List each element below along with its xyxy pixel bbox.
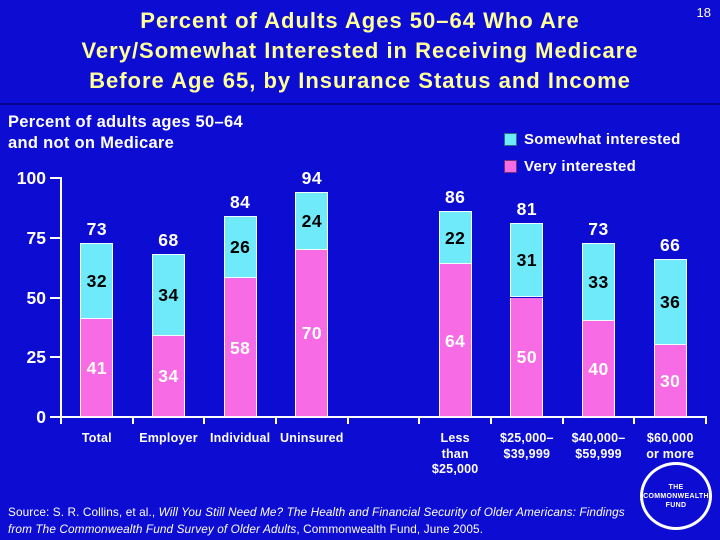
bar-segment-very [223,278,257,417]
x-axis-category-label: $40,000– $59,999 [571,431,626,461]
x-axis-tick [561,417,564,424]
page-title: Percent of Adults Ages 50–64 Who Are Ver… [81,8,639,93]
bar-somewhat-label: 26 [229,237,251,258]
bar-very-label: 41 [86,358,108,378]
x-axis-line [51,416,707,418]
x-axis-category-label: $25,000– $39,999 [499,431,554,461]
bar-very-label: 58 [229,337,251,358]
chart-axis-note: Percent of adults ages 50–64 and not on … [8,113,243,152]
source-text-italic: from The Commonwealth Fund Survey of Old… [8,521,297,536]
x-axis-tick [633,417,636,424]
bar-somewhat-label: 24 [301,211,323,232]
y-axis-line [60,177,62,418]
bar-segment-very [438,264,472,417]
y-axis-label: 100 [16,168,46,188]
bar-segment-somewhat [653,259,687,346]
legend-swatch-somewhat-icon [504,133,517,146]
commonwealth-fund-logo: THE COMMONWEALTH FUND [640,462,712,530]
y-axis-label: 50 [26,287,46,308]
bar-segment-very [295,249,329,417]
y-axis-tick [50,356,60,359]
y-axis-tick [50,416,60,418]
x-axis-tick [60,417,62,424]
bar-segment-somewhat [80,242,114,319]
x-axis-tick [203,417,206,424]
legend-label-somewhat: Somewhat interested [524,131,681,148]
bar-total-label: 94 [301,168,323,189]
x-axis-tick [275,417,277,424]
bar-segment-very [582,321,616,417]
legend-item-somewhat-interested: Somewhat interested [504,131,681,148]
bar-segment-somewhat [152,254,185,336]
bar-very-label: 70 [301,323,323,344]
bar-segment-somewhat [295,192,329,250]
bar-total-label: 81 [516,199,538,220]
legend: Somewhat interested Very interested [504,131,681,175]
x-axis-tick [418,417,421,424]
x-axis-category-label: Employer [139,431,198,445]
x-axis-category-label: Less than $25,000 [431,431,479,476]
bar-somewhat-label: 22 [444,227,466,248]
bar-somewhat-label: 34 [158,285,179,306]
bar-total-label: 86 [444,187,466,208]
source-text-italic: Will You Still Need Me? The Health and F… [158,505,625,519]
x-axis-tick [490,417,493,424]
legend-item-very-interested: Very interested [504,158,681,175]
x-axis-category-label: Total [81,431,112,445]
slide-number: 18 [696,5,711,20]
bar-total-label: 73 [86,218,108,239]
bar-somewhat-label: 33 [588,271,609,292]
y-axis-tick [50,177,60,179]
y-axis-label: 75 [26,227,46,248]
bar-somewhat-label: 36 [659,292,681,313]
x-axis-category-label: Individual [210,431,271,445]
y-axis-tick [50,236,60,239]
y-axis-label: 25 [26,347,46,368]
title-divider [0,103,720,105]
bar-total-label: 84 [229,192,251,213]
bar-segment-somewhat [510,223,544,298]
bar-very-label: 40 [588,359,609,380]
bar-segment-very [80,319,114,417]
x-axis-tick [705,417,708,424]
bar-somewhat-label: 32 [86,270,108,291]
x-axis-category-label: Uninsured [280,431,344,445]
bar-segment-somewhat [582,242,616,322]
bar-very-label: 64 [444,330,466,351]
source-note: Source: S. R. Collins, et al., Will You … [8,504,648,537]
bar-somewhat-label: 31 [516,250,538,271]
x-axis-tick [346,417,349,424]
bar-segment-very [510,297,544,417]
y-axis-label: 0 [36,407,46,427]
bar-very-label: 34 [158,366,179,387]
bar-very-label: 30 [659,371,681,392]
bar-segment-very [653,345,687,417]
source-text-roman: , Commonwealth Fund, June 2005. [296,521,484,536]
bar-very-label: 50 [516,347,538,368]
legend-label-very: Very interested [524,158,637,175]
y-axis-tick [50,296,60,299]
source-text-roman: Source: S. R. Collins, et al., [8,505,159,519]
x-axis-category-label: $60,000 or more [646,431,695,461]
bar-segment-somewhat [438,211,472,265]
bar-segment-very [152,335,185,417]
bar-total-label: 66 [659,235,681,256]
bar-total-label: 73 [588,218,609,239]
x-axis-tick [131,417,134,424]
bar-segment-somewhat [223,216,257,279]
legend-swatch-very-icon [504,160,517,173]
bar-total-label: 68 [158,230,179,251]
